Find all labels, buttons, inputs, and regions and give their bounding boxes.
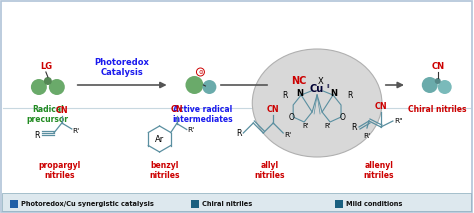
Text: Mild conditions: Mild conditions bbox=[346, 201, 402, 207]
Text: Chiral nitriles: Chiral nitriles bbox=[408, 105, 466, 114]
Text: CN: CN bbox=[431, 62, 444, 71]
Text: LG: LG bbox=[40, 62, 52, 71]
Text: N: N bbox=[297, 88, 304, 98]
Bar bbox=[10, 200, 18, 208]
Text: propargyl
nitriles: propargyl nitriles bbox=[39, 161, 81, 180]
Text: Chiral nitriles: Chiral nitriles bbox=[202, 201, 253, 207]
Text: CN: CN bbox=[171, 105, 183, 115]
Text: NC: NC bbox=[291, 76, 306, 86]
Circle shape bbox=[202, 80, 217, 94]
Text: Cu: Cu bbox=[310, 84, 324, 94]
Circle shape bbox=[422, 77, 438, 93]
Text: R': R' bbox=[364, 133, 371, 139]
Text: Ar: Ar bbox=[155, 134, 164, 144]
Text: R': R' bbox=[188, 128, 195, 134]
Text: R: R bbox=[282, 91, 287, 99]
Text: Active radical
intermediates: Active radical intermediates bbox=[172, 105, 233, 124]
Text: R": R" bbox=[394, 118, 402, 124]
Text: R: R bbox=[35, 131, 40, 141]
Text: Photoredox/Cu synergistic catalysis: Photoredox/Cu synergistic catalysis bbox=[21, 201, 154, 207]
Text: R: R bbox=[347, 91, 352, 99]
Text: CN: CN bbox=[374, 102, 387, 111]
Text: R': R' bbox=[284, 132, 292, 138]
Text: Radical
precursor: Radical precursor bbox=[27, 105, 69, 124]
Text: O: O bbox=[340, 112, 346, 121]
Text: X: X bbox=[318, 76, 324, 85]
Circle shape bbox=[49, 79, 65, 95]
Circle shape bbox=[31, 79, 47, 95]
Text: II: II bbox=[326, 84, 330, 89]
Text: allenyl
nitriles: allenyl nitriles bbox=[364, 161, 394, 180]
Text: R': R' bbox=[72, 128, 79, 134]
Circle shape bbox=[185, 76, 203, 94]
Text: benzyl
nitriles: benzyl nitriles bbox=[149, 161, 180, 180]
Text: CN: CN bbox=[55, 106, 68, 115]
Circle shape bbox=[435, 78, 441, 84]
Circle shape bbox=[44, 77, 52, 85]
Text: CN: CN bbox=[267, 105, 280, 114]
Text: R': R' bbox=[325, 123, 331, 129]
Text: N: N bbox=[330, 88, 337, 98]
Text: Photoredox
Catalysis: Photoredox Catalysis bbox=[94, 58, 149, 77]
Bar bbox=[191, 200, 200, 208]
Text: R': R' bbox=[303, 123, 310, 129]
Circle shape bbox=[438, 80, 452, 94]
Text: O: O bbox=[288, 112, 294, 121]
Bar bbox=[335, 200, 343, 208]
FancyBboxPatch shape bbox=[2, 193, 471, 211]
Text: R: R bbox=[236, 128, 241, 138]
Text: allyl
nitriles: allyl nitriles bbox=[254, 161, 284, 180]
Ellipse shape bbox=[252, 49, 382, 157]
Text: R: R bbox=[352, 122, 357, 131]
Text: ⊖: ⊖ bbox=[198, 69, 203, 75]
